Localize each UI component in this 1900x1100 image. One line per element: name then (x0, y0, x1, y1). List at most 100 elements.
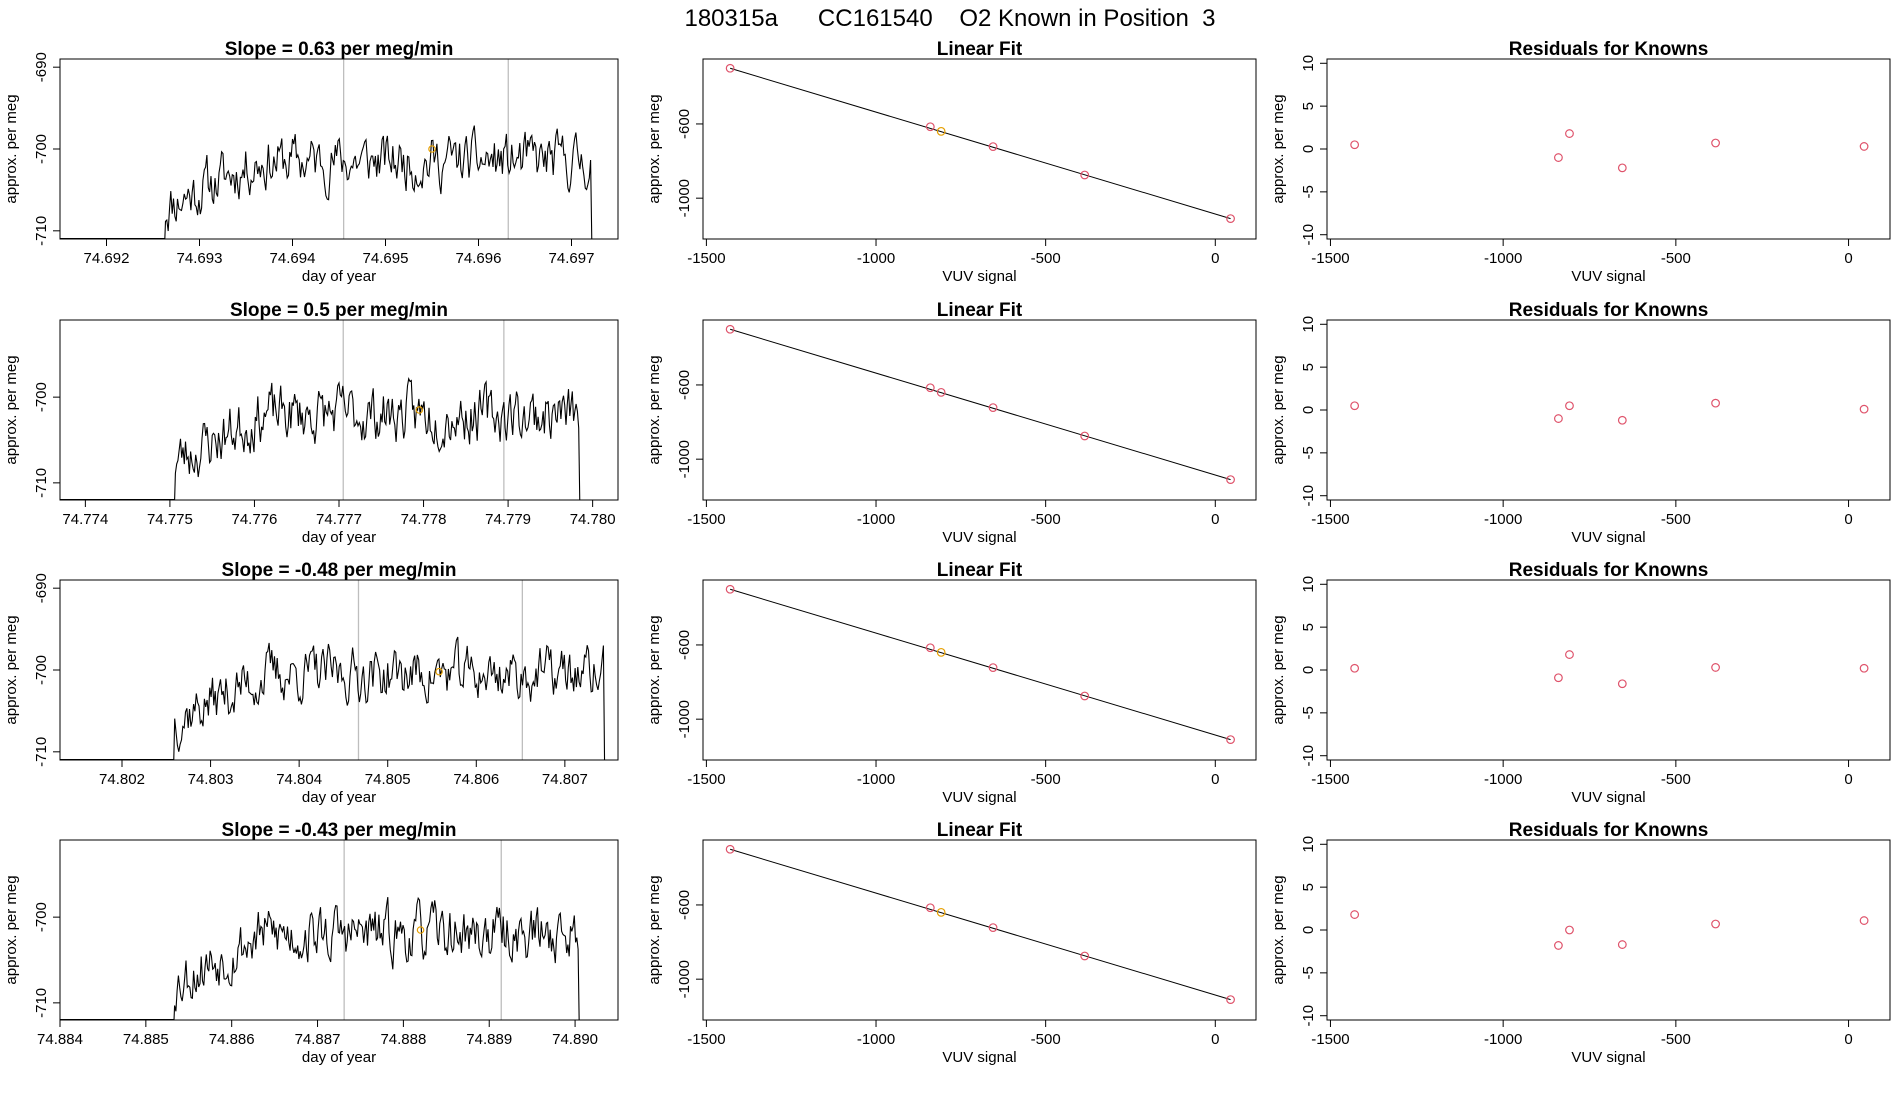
data-point (1711, 138, 1720, 148)
data-point (1711, 919, 1720, 929)
data-trace-line (60, 125, 593, 239)
x-tick-label: 0 (1844, 771, 1852, 788)
panel-line-r2-c1: Slope = 0.5 per meg/min 74.774 74.775 74.77… (3, 300, 619, 546)
data-point (925, 122, 935, 132)
panel-line-r1-c1: Slope = 0.63 per meg/min 74.692 74.693 74.6… (3, 39, 619, 285)
data-point (1859, 404, 1869, 414)
plot-title: Residuals for Knowns (1509, 560, 1709, 581)
mean-point-marker (415, 406, 424, 414)
data-point (1226, 214, 1235, 223)
x-tick-label: 74.780 (570, 511, 616, 528)
y-tick-label: -5 (1300, 706, 1317, 719)
x-axis-label: VUV signal (1571, 789, 1645, 806)
data-point (925, 903, 935, 913)
plot-frame (59, 58, 619, 240)
x-tick-label: -500 (1031, 771, 1061, 788)
data-point (936, 907, 946, 917)
x-tick-label: 74.695 (363, 250, 409, 267)
x-tick-label: 74.885 (123, 1031, 169, 1048)
data-point (1617, 940, 1627, 949)
data-point (925, 383, 935, 393)
x-tick-label: 74.777 (316, 511, 362, 528)
x-tick-label: 0 (1844, 511, 1852, 528)
data-point (988, 142, 998, 151)
data-point (725, 63, 735, 73)
plot-title: Slope = -0.48 per meg/min (222, 560, 457, 581)
y-axis-label: approx. per meg (3, 355, 20, 464)
x-tick-label: -1500 (687, 1031, 725, 1048)
y-tick-label: -600 (676, 109, 693, 139)
x-tick-label: -1000 (1484, 771, 1522, 788)
x-tick-label: 74.806 (453, 771, 499, 788)
x-tick-label: -500 (1031, 250, 1061, 267)
mean-point-marker (416, 926, 425, 934)
y-tick-label: -5 (1300, 446, 1317, 459)
y-tick-label: 5 (1300, 363, 1317, 371)
figure-title: 180315a CC161540 O2 Known in Position 3 (684, 5, 1215, 32)
y-tick-label: -700 (33, 382, 50, 412)
panel-scatter-r4-c2: Linear Fit -1500 -1000 -500 0 -600 -1000 VUV si… (646, 820, 1257, 1066)
y-axis-label: approx. per meg (1270, 615, 1287, 724)
panel-line-r3-c1: Slope = -0.48 per meg/min 74.802 74.803 74.… (3, 560, 619, 806)
y-tick-label: -1000 (676, 179, 693, 217)
x-tick-label: 74.807 (542, 771, 588, 788)
x-tick-label: -1500 (687, 511, 725, 528)
y-tick-label: -700 (33, 902, 50, 932)
data-point (1711, 398, 1720, 408)
y-tick-label: -10 (1300, 745, 1317, 767)
data-point (1565, 650, 1574, 659)
y-tick-label: -710 (33, 988, 50, 1018)
x-tick-label: 0 (1211, 1031, 1219, 1048)
y-axis-label: approx. per meg (3, 94, 20, 203)
data-point (988, 923, 998, 932)
x-axis-label: VUV signal (942, 268, 1016, 285)
plot-title: Slope = 0.63 per meg/min (225, 39, 454, 60)
data-point (1350, 140, 1360, 150)
x-axis-label: day of year (302, 529, 376, 546)
panel-scatter-r2-c3: Residuals for Knowns -1500 -1000 -500 0 10 5 0 -… (1270, 300, 1891, 546)
panel-scatter-r2-c2: Linear Fit -1500 -1000 -500 0 -600 -1000 VUV si… (646, 300, 1257, 546)
x-axis-label: VUV signal (942, 529, 1016, 546)
x-tick-label: 0 (1211, 771, 1219, 788)
panel-scatter-r3-c3: Residuals for Knowns -1500 -1000 -500 0 10 5 0 -… (1270, 560, 1891, 806)
x-tick-label: -1000 (1484, 250, 1522, 267)
fit-line (729, 848, 1231, 1001)
x-tick-label: 74.697 (549, 250, 595, 267)
y-tick-label: 0 (1300, 666, 1317, 674)
data-point (988, 403, 998, 412)
x-axis-label: VUV signal (1571, 268, 1645, 285)
x-tick-label: 0 (1211, 511, 1219, 528)
panel-scatter-r1-c3: Residuals for Knowns -1500 -1000 -500 0 10 5 0 -… (1270, 39, 1891, 285)
fit-line (729, 67, 1231, 220)
data-point (1350, 663, 1360, 673)
panel-scatter-r1-c2: Linear Fit -1500 -1000 -500 0 -600 -1000 VUV si… (646, 39, 1257, 285)
data-trace-line (60, 377, 581, 500)
data-point (1565, 925, 1574, 935)
y-tick-label: 10 (1300, 836, 1317, 853)
plot-title: Linear Fit (937, 820, 1023, 841)
x-tick-label: -1500 (687, 771, 725, 788)
x-axis-label: VUV signal (942, 789, 1016, 806)
x-tick-label: 74.890 (552, 1031, 598, 1048)
panel-scatter-r3-c2: Linear Fit -1500 -1000 -500 0 -600 -1000 VUV si… (646, 560, 1257, 806)
x-tick-label: -1500 (1311, 1031, 1349, 1048)
data-point (1080, 951, 1090, 961)
x-tick-label: -1000 (857, 511, 895, 528)
y-axis-label: approx. per meg (646, 355, 663, 464)
data-point (1859, 916, 1869, 925)
y-axis-label: approx. per meg (3, 875, 20, 984)
data-point (1554, 414, 1563, 423)
y-axis-label: approx. per meg (1270, 355, 1287, 464)
x-tick-label: 74.888 (380, 1031, 426, 1048)
data-point (1859, 663, 1869, 673)
x-tick-label: 0 (1211, 250, 1219, 267)
mean-point-marker (435, 667, 443, 676)
x-tick-label: -500 (1661, 250, 1691, 267)
data-point (1350, 401, 1360, 411)
y-tick-label: -5 (1300, 966, 1317, 979)
y-tick-label: 0 (1300, 406, 1317, 414)
plot-title: Residuals for Knowns (1509, 39, 1709, 60)
panels-grid: Slope = 0.63 per meg/min 74.692 74.693 74.6… (3, 39, 1891, 1066)
data-point (1565, 129, 1574, 138)
